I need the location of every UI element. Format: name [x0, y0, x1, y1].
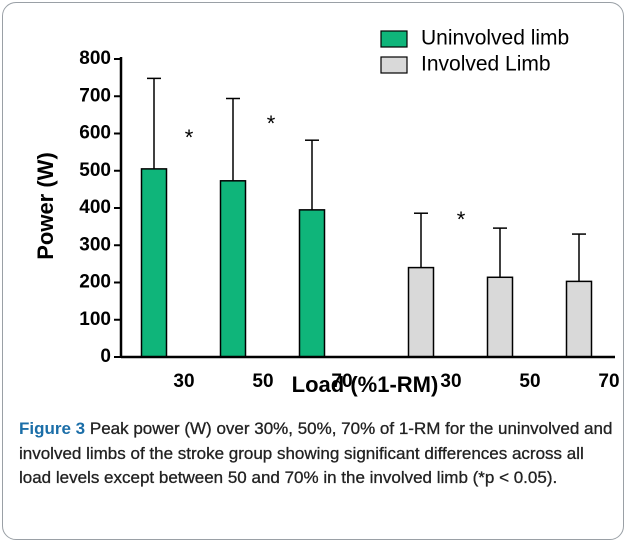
- y-tick-label: 300: [79, 234, 111, 255]
- x-tick-label: 50: [252, 371, 273, 392]
- legend-swatch: [380, 56, 408, 74]
- caption-label: Figure 3: [19, 419, 86, 438]
- y-tick-label: 0: [100, 346, 111, 367]
- bar: [565, 280, 593, 358]
- y-tick-label: 400: [79, 197, 111, 218]
- bar: [140, 168, 168, 358]
- y-axis-title: Power (W): [33, 152, 58, 260]
- bar: [219, 180, 247, 358]
- x-tick-label: 70: [598, 371, 619, 392]
- chart: Power (W) Load (%1-RM) 0 100 200 300 400 500 6…: [33, 27, 620, 397]
- figure-frame: Power (W) Load (%1-RM) 0 100 200 300 400 500 6…: [2, 2, 624, 540]
- x-tick-label: 30: [173, 371, 194, 392]
- x-tick-label: 70: [331, 371, 352, 392]
- x-tick-label: 50: [519, 371, 540, 392]
- significance-marker: *: [267, 111, 276, 136]
- y-tick-label: 200: [79, 272, 111, 293]
- legend-label: Involved Limb: [421, 53, 551, 76]
- legend-swatch: [380, 30, 408, 48]
- y-tick-label: 800: [79, 48, 111, 69]
- significance-marker: *: [457, 207, 466, 232]
- y-tick-label: 600: [79, 123, 111, 144]
- caption-text: Peak power (W) over 30%, 50%, 70% of 1-R…: [19, 419, 613, 487]
- y-tick-label: 100: [79, 309, 111, 330]
- significance-marker: *: [185, 125, 194, 150]
- x-axis-title: Load (%1-RM): [292, 372, 439, 397]
- x-tick-label: 30: [440, 371, 461, 392]
- legend-label: Uninvolved limb: [421, 27, 569, 50]
- y-tick-label: 500: [79, 160, 111, 181]
- y-tick-label: 700: [79, 85, 111, 106]
- bar: [298, 209, 326, 358]
- caption: Figure 3 Peak power (W) over 30%, 50%, 7…: [19, 417, 615, 491]
- bar: [486, 276, 514, 358]
- bar: [407, 266, 435, 358]
